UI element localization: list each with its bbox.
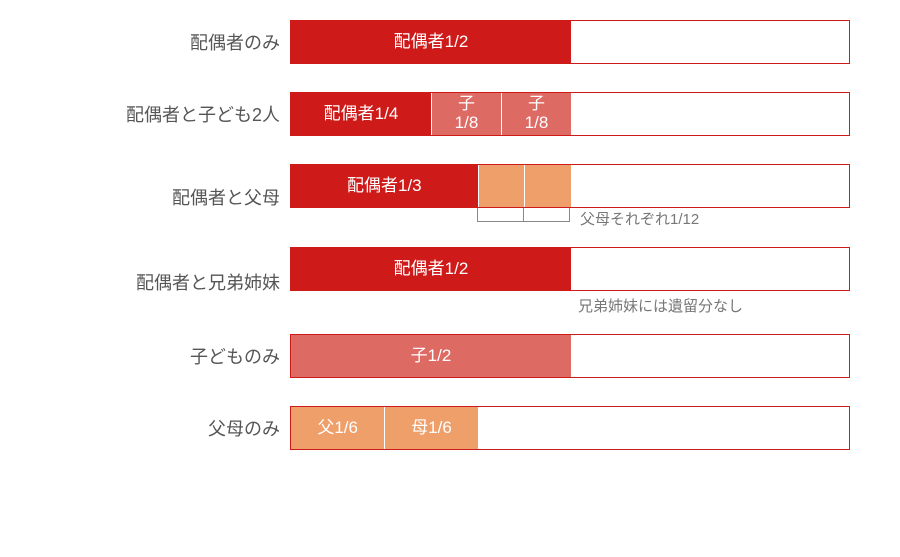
bracket-note: 父母それぞれ1/12 <box>290 208 870 229</box>
bar-wrap: 配偶者1/2 <box>290 20 870 64</box>
bar-outline: 父1/6母1/6 <box>290 406 850 450</box>
bar-wrap: 父1/6母1/6 <box>290 406 870 450</box>
chart-row: 配偶者と父母配偶者1/3 父母それぞれ1/12 <box>30 164 870 229</box>
bar-segment: 母1/6 <box>384 407 477 449</box>
reserved-share-chart: 配偶者のみ配偶者1/2配偶者と子ども2人配偶者1/4子 1/8子 1/8配偶者と… <box>30 20 870 450</box>
bar-outline: 子1/2 <box>290 334 850 378</box>
row-label: 配偶者のみ <box>30 29 290 55</box>
bar-segment <box>524 165 571 207</box>
row-label: 配偶者と子ども2人 <box>30 101 290 127</box>
bar-wrap: 子1/2 <box>290 334 870 378</box>
chart-row: 配偶者と子ども2人配偶者1/4子 1/8子 1/8 <box>30 92 870 136</box>
row-label: 配偶者と兄弟姉妹 <box>30 269 290 295</box>
bar-wrap: 配偶者1/3 父母それぞれ1/12 <box>290 164 870 229</box>
bar-segment <box>478 165 525 207</box>
below-note: 兄弟姉妹には遺留分なし <box>578 295 870 316</box>
chart-row: 配偶者のみ配偶者1/2 <box>30 20 870 64</box>
bar-outline: 配偶者1/4子 1/8子 1/8 <box>290 92 850 136</box>
chart-row: 子どものみ子1/2 <box>30 334 870 378</box>
bar-segment: 子 1/8 <box>431 93 501 135</box>
bar-segment: 配偶者1/3 <box>291 165 478 207</box>
bar-outline: 配偶者1/2 <box>290 20 850 64</box>
bracket <box>477 208 570 222</box>
bar-segment: 配偶者1/2 <box>291 248 571 290</box>
chart-row: 配偶者と兄弟姉妹配偶者1/2 兄弟姉妹には遺留分なし <box>30 247 870 316</box>
bar-wrap: 配偶者1/2 兄弟姉妹には遺留分なし <box>290 247 870 316</box>
bar-segment: 配偶者1/4 <box>291 93 431 135</box>
bracket-label: 父母それぞれ1/12 <box>580 208 699 229</box>
row-label: 父母のみ <box>30 415 290 441</box>
chart-row: 父母のみ父1/6母1/6 <box>30 406 870 450</box>
bar-outline: 配偶者1/2 <box>290 247 850 291</box>
bar-segment: 子1/2 <box>291 335 571 377</box>
bar-segment: 父1/6 <box>291 407 384 449</box>
bar-wrap: 配偶者1/4子 1/8子 1/8 <box>290 92 870 136</box>
bar-segment: 配偶者1/2 <box>291 21 571 63</box>
row-label: 配偶者と父母 <box>30 184 290 210</box>
bar-outline: 配偶者1/3 <box>290 164 850 208</box>
row-label: 子どものみ <box>30 343 290 369</box>
bar-segment: 子 1/8 <box>501 93 571 135</box>
